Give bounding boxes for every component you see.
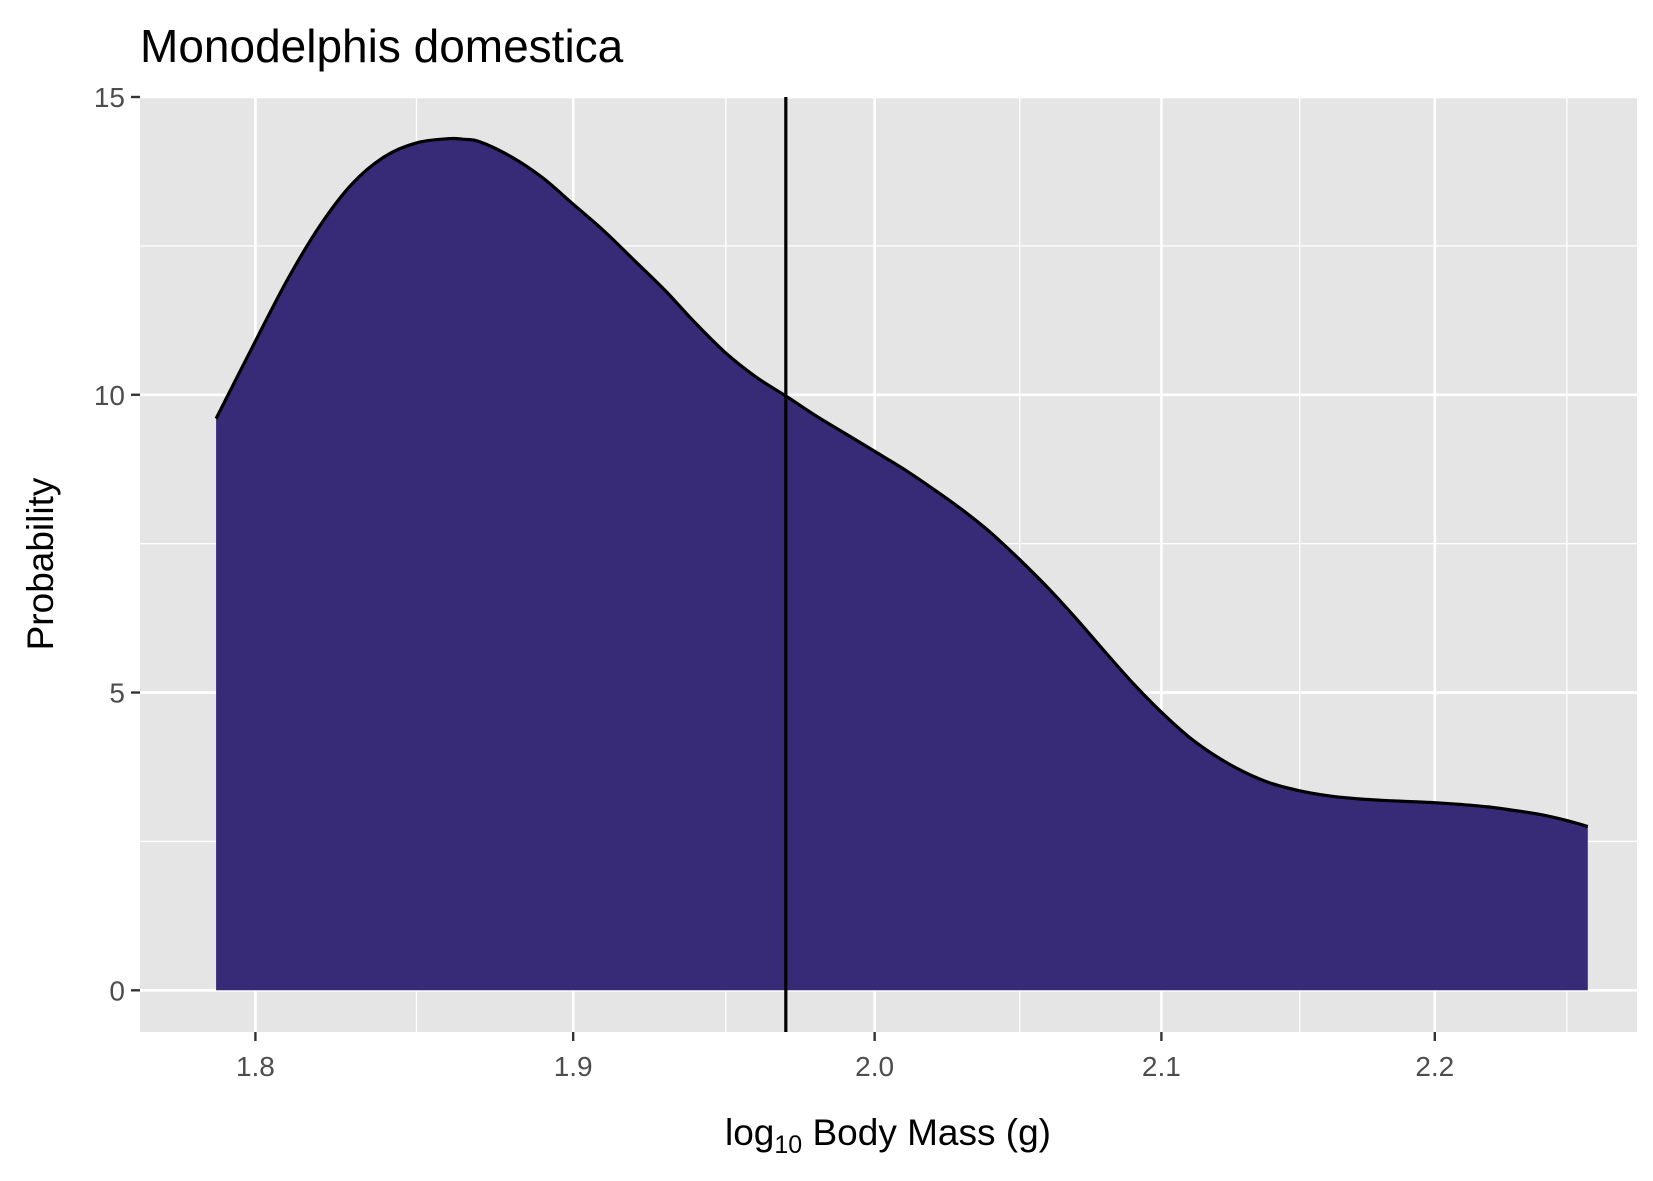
- x-axis: 1.8 1.9 2.0 2.1 2.2: [236, 1032, 1454, 1082]
- y-axis: 0 5 10 15: [94, 82, 140, 1006]
- y-tick-label: 0: [109, 975, 125, 1006]
- x-axis-title: log10 Body Mass (g): [725, 1112, 1051, 1159]
- density-area: [216, 138, 1588, 991]
- x-tick-label: 2.1: [1142, 1051, 1181, 1082]
- y-tick-label: 15: [94, 82, 125, 113]
- x-axis-title-rest: Body Mass (g): [802, 1112, 1051, 1153]
- y-axis-title: Probability: [20, 477, 61, 650]
- y-tick-label: 10: [94, 380, 125, 411]
- y-tick-label: 5: [109, 678, 125, 709]
- x-tick-label: 1.8: [236, 1051, 275, 1082]
- x-axis-title-subscript: 10: [774, 1131, 802, 1159]
- x-tick-label: 2.2: [1415, 1051, 1454, 1082]
- x-tick-label: 2.0: [855, 1051, 894, 1082]
- chart-title: Monodelphis domestica: [140, 20, 624, 72]
- density-curve: [214, 136, 1589, 829]
- x-tick-label: 1.9: [554, 1051, 593, 1082]
- x-axis-title-log: log: [725, 1112, 774, 1153]
